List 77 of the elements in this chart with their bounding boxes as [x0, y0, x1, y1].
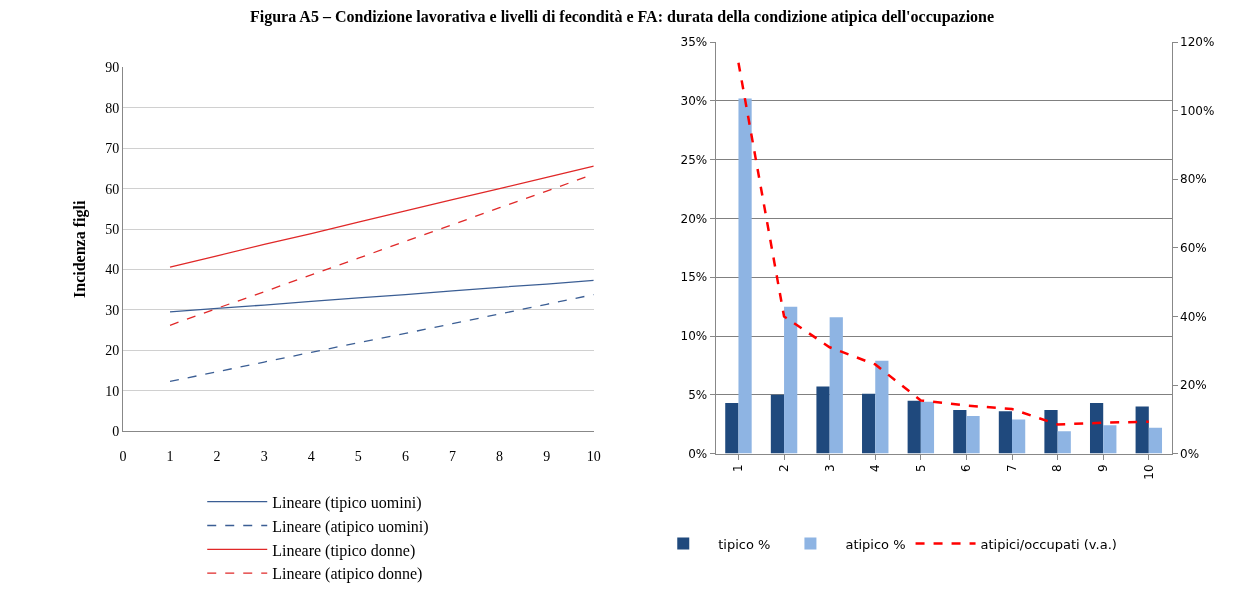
- chart-title: Figura A5 – Condizione lavorativa e livelli di fecondità e FA: durata della condizione atipica dell'occupazione: [250, 8, 995, 26]
- y-tick-label: 5%: [688, 388, 708, 402]
- legend-label: atipici/occupati (v.a.): [980, 536, 1117, 552]
- x-tick-label: 1: [731, 464, 746, 473]
- y2-tick-label: 100%: [1180, 103, 1215, 118]
- bar: [784, 306, 798, 454]
- y-tick-label: 80: [105, 100, 120, 116]
- y-tick-label: 60: [105, 181, 120, 197]
- bar: [907, 400, 921, 454]
- bar: [966, 415, 980, 454]
- x-tick-label: 7: [1004, 464, 1019, 473]
- x-tick-label: 6: [401, 448, 409, 464]
- line-series: [169, 279, 594, 313]
- legend-label: Lineare (atipico donne): [272, 565, 423, 584]
- x-tick-label: 4: [307, 448, 315, 464]
- legend-label: atipico %: [845, 536, 906, 552]
- y-tick-label: 20%: [680, 211, 708, 226]
- bar: [1089, 403, 1104, 454]
- bar: [1057, 431, 1071, 454]
- legend-label: Lineare (atipico uomini): [272, 517, 429, 536]
- x-tick-label: 8: [1050, 464, 1065, 473]
- y-tick-label: 25%: [680, 152, 708, 167]
- y-tick-label: 15%: [680, 270, 708, 285]
- y-tick-label: 35%: [680, 35, 708, 50]
- y-tick-label: 30: [105, 302, 120, 318]
- legend-label: Lineare (tipico donne): [272, 541, 416, 560]
- y2-tick-label: 120%: [1180, 35, 1215, 50]
- y-tick-label: 40: [105, 262, 120, 278]
- y-tick-label: 0: [112, 424, 120, 440]
- y-tick-label: 50: [105, 222, 120, 238]
- y-tick-label: 10: [105, 383, 120, 399]
- y-tick-label: 30%: [680, 94, 708, 109]
- y-tick-label: 90: [105, 60, 120, 76]
- x-tick-label: 2: [213, 448, 221, 464]
- x-tick-label: 4: [868, 464, 883, 473]
- y-axis-title: Incidenza figli: [71, 200, 90, 298]
- y-tick-label: 70: [105, 141, 120, 157]
- bar: [1012, 419, 1026, 454]
- y2-tick-label: 40%: [1180, 309, 1207, 324]
- x-tick-label: 2: [776, 464, 791, 473]
- bar: [1103, 425, 1117, 454]
- y2-tick-label: 20%: [1180, 378, 1207, 393]
- x-tick-label: 6: [959, 464, 974, 473]
- bar: [953, 410, 967, 454]
- line-series: [169, 165, 594, 268]
- x-tick-label: 9: [543, 448, 551, 464]
- bar: [875, 360, 889, 454]
- legend-label: tipico %: [718, 536, 771, 552]
- x-tick-label: 5: [913, 464, 928, 473]
- bar: [725, 403, 739, 454]
- x-tick-label: 10: [1141, 464, 1156, 480]
- bar: [998, 411, 1013, 454]
- y-tick-label: 0%: [688, 446, 708, 461]
- x-tick-label: 9: [1096, 464, 1111, 473]
- x-tick-label: 3: [822, 464, 837, 473]
- x-tick-label: 1: [166, 448, 174, 464]
- legend-label: Lineare (tipico uomini): [272, 493, 422, 512]
- x-tick-label: 7: [449, 448, 456, 464]
- x-tick-label: 8: [496, 448, 504, 464]
- y2-tick-label: 60%: [1180, 241, 1207, 256]
- bar: [738, 98, 752, 454]
- bar: [1148, 427, 1163, 454]
- y2-tick-label: 80%: [1180, 172, 1207, 187]
- y2-tick-label: 0%: [1180, 446, 1200, 461]
- x-tick-label: 10: [586, 448, 601, 464]
- bar: [770, 394, 785, 454]
- x-tick-label: 5: [354, 448, 362, 464]
- bar: [829, 317, 843, 454]
- y-tick-label: 10%: [680, 329, 708, 344]
- bar: [1044, 410, 1058, 454]
- x-tick-label: 3: [260, 448, 268, 464]
- bar: [920, 401, 935, 454]
- bar: [816, 386, 830, 454]
- bar: [862, 393, 876, 454]
- bar: [1135, 406, 1149, 454]
- y-tick-label: 20: [105, 343, 120, 359]
- line-series: [737, 61, 1151, 426]
